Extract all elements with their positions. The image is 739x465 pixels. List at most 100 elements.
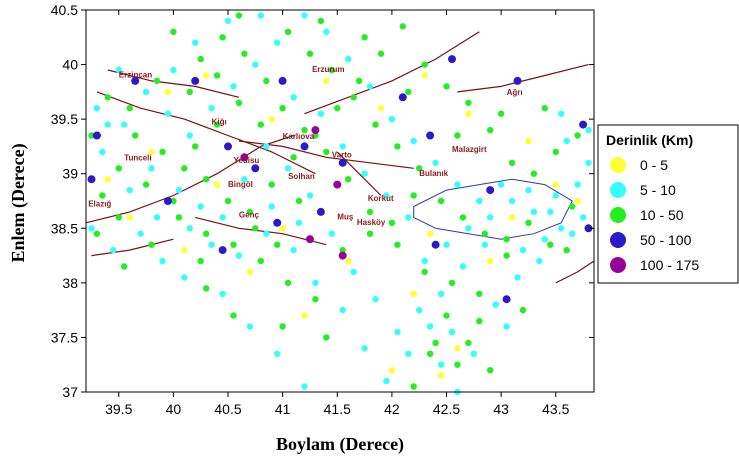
earthquake-point (186, 88, 193, 96)
earthquake-point (443, 312, 450, 319)
earthquake-point (459, 263, 467, 270)
earthquake-point (487, 214, 494, 221)
legend-title: Derinlik (Km) (606, 132, 693, 148)
city-label: Muş (337, 213, 354, 222)
earthquake-point (416, 165, 423, 172)
earthquake-point (230, 83, 237, 90)
earthquake-point (181, 165, 188, 172)
earthquake-point (443, 241, 450, 248)
earthquake-point (585, 159, 592, 166)
earthquake-point (246, 268, 254, 276)
earthquake-point (148, 148, 155, 156)
earthquake-point (323, 148, 330, 156)
y-tick-label: 38.5 (51, 220, 78, 236)
earthquake-point (437, 197, 445, 205)
x-tick-label: 39.5 (105, 401, 132, 417)
earthquake-point (574, 181, 581, 188)
earthquake-point (274, 39, 281, 46)
earthquake-point (541, 236, 548, 243)
earthquake-point (268, 181, 275, 188)
earthquake-point (317, 110, 325, 117)
earthquake-point (323, 334, 330, 341)
earthquake-point (148, 241, 155, 248)
earthquake-point (508, 197, 516, 205)
earthquake-point (410, 290, 417, 297)
y-tick-label: 39 (62, 166, 78, 182)
earthquake-point (339, 143, 346, 150)
earthquake-point (153, 214, 161, 221)
earthquake-point (99, 192, 106, 199)
earthquake-point (306, 192, 314, 199)
earthquake-point (192, 39, 199, 46)
earthquake-point (295, 197, 303, 205)
fault-line (195, 216, 327, 246)
earthquake-point (252, 61, 259, 68)
earthquake-point (530, 170, 538, 177)
legend-label: 0 - 5 (640, 157, 668, 173)
earthquake-point (431, 240, 440, 249)
earthquake-point (284, 28, 292, 35)
earthquake-point (263, 143, 270, 150)
earthquake-point (263, 77, 270, 85)
earthquake-point (486, 186, 495, 195)
earthquake-point (115, 66, 123, 74)
earthquake-point (186, 225, 193, 232)
earthquake-point (274, 241, 281, 248)
earthquake-point (142, 181, 150, 188)
earthquake-point (186, 132, 193, 139)
earthquake-point (88, 225, 95, 232)
lake-van-outline (413, 178, 573, 240)
earthquake-point (388, 115, 396, 123)
earthquake-point (552, 192, 559, 199)
earthquake-points-layer (87, 12, 593, 396)
legend-box (597, 124, 739, 284)
earthquake-point (246, 323, 254, 330)
city-label: Genç (239, 210, 260, 219)
earthquake-point (219, 214, 226, 221)
legend-label: 10 - 50 (640, 207, 684, 223)
earthquake-point (230, 312, 237, 319)
fault-line (91, 238, 174, 257)
earthquake-point (394, 143, 401, 150)
earthquake-point (170, 197, 177, 205)
earthquake-point (421, 72, 428, 79)
earthquake-point (366, 83, 374, 90)
earthquake-point (563, 137, 570, 145)
y-tick-label: 37 (62, 384, 78, 400)
earthquake-point (164, 110, 172, 117)
earthquake-point (454, 181, 461, 188)
legend-swatch (610, 182, 626, 198)
earthquake-point (104, 94, 112, 101)
x-tick-label: 43 (493, 401, 509, 417)
earthquake-point (552, 148, 559, 156)
earthquake-point (317, 17, 325, 25)
earthquake-point (536, 257, 543, 265)
earthquake-point (126, 214, 133, 221)
earthquake-point (465, 99, 472, 107)
earthquake-point (448, 279, 456, 287)
earthquake-point (257, 121, 264, 128)
earthquake-point (443, 83, 450, 90)
earthquake-point (426, 350, 434, 357)
earthquake-point (240, 153, 249, 162)
city-label: Kiğı (212, 118, 227, 127)
earthquake-point (213, 121, 221, 128)
x-tick-label: 42 (384, 401, 400, 417)
earthquake-point (372, 121, 379, 128)
earthquake-point (126, 105, 133, 112)
fault-line (96, 91, 316, 175)
x-tick-label: 43.5 (542, 401, 569, 417)
legend-label: 50 - 100 (640, 232, 692, 248)
earthquake-point (163, 197, 172, 205)
y-tick-label: 37.5 (51, 329, 78, 345)
earthquake-point (235, 99, 243, 107)
earthquake-point (345, 257, 352, 265)
earthquake-point (175, 214, 183, 221)
earthquake-point (547, 241, 554, 248)
earthquake-point (421, 268, 428, 276)
earthquake-point (454, 345, 461, 352)
earthquake-point (366, 208, 374, 216)
earthquake-point (503, 252, 510, 259)
earthquake-point (93, 105, 101, 112)
